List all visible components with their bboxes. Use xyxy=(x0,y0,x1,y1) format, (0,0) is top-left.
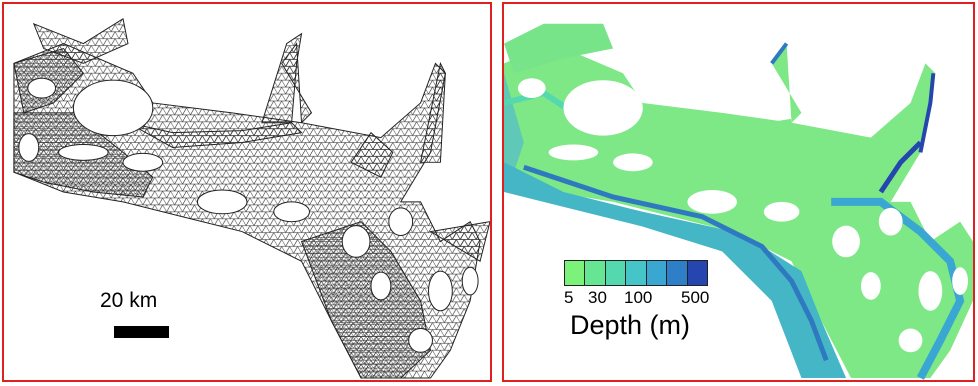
depth-ticks: 5 30 100 500 xyxy=(564,286,734,308)
depth-swatch xyxy=(605,261,627,285)
depth-swatch xyxy=(585,261,606,285)
depth-swatch xyxy=(667,261,688,285)
depth-swatch xyxy=(687,261,707,285)
depth-tick-label: 30 xyxy=(588,288,607,307)
islands xyxy=(18,77,479,353)
mesh-map xyxy=(13,18,490,379)
depth-tick-label: 100 xyxy=(624,288,653,307)
depth-map xyxy=(504,23,973,380)
depth-panel: 5 30 100 500 Depth (m) xyxy=(502,2,975,382)
depth-swatch xyxy=(565,261,586,285)
depth-colorbar xyxy=(564,260,708,286)
depth-tick-label: 5 xyxy=(564,288,574,307)
depth-swatch xyxy=(626,261,647,285)
estuary-mesh xyxy=(13,18,490,379)
depth-tick-label: 500 xyxy=(681,288,710,307)
scale-bar xyxy=(114,326,169,338)
depth-legend: 5 30 100 500 Depth (m) xyxy=(564,260,734,341)
scale-label: 20 km xyxy=(100,289,158,312)
mesh-panel: 20 km xyxy=(2,2,492,382)
depth-legend-title: Depth (m) xyxy=(570,310,691,340)
depth-swatch xyxy=(646,261,668,285)
islands xyxy=(517,78,969,353)
